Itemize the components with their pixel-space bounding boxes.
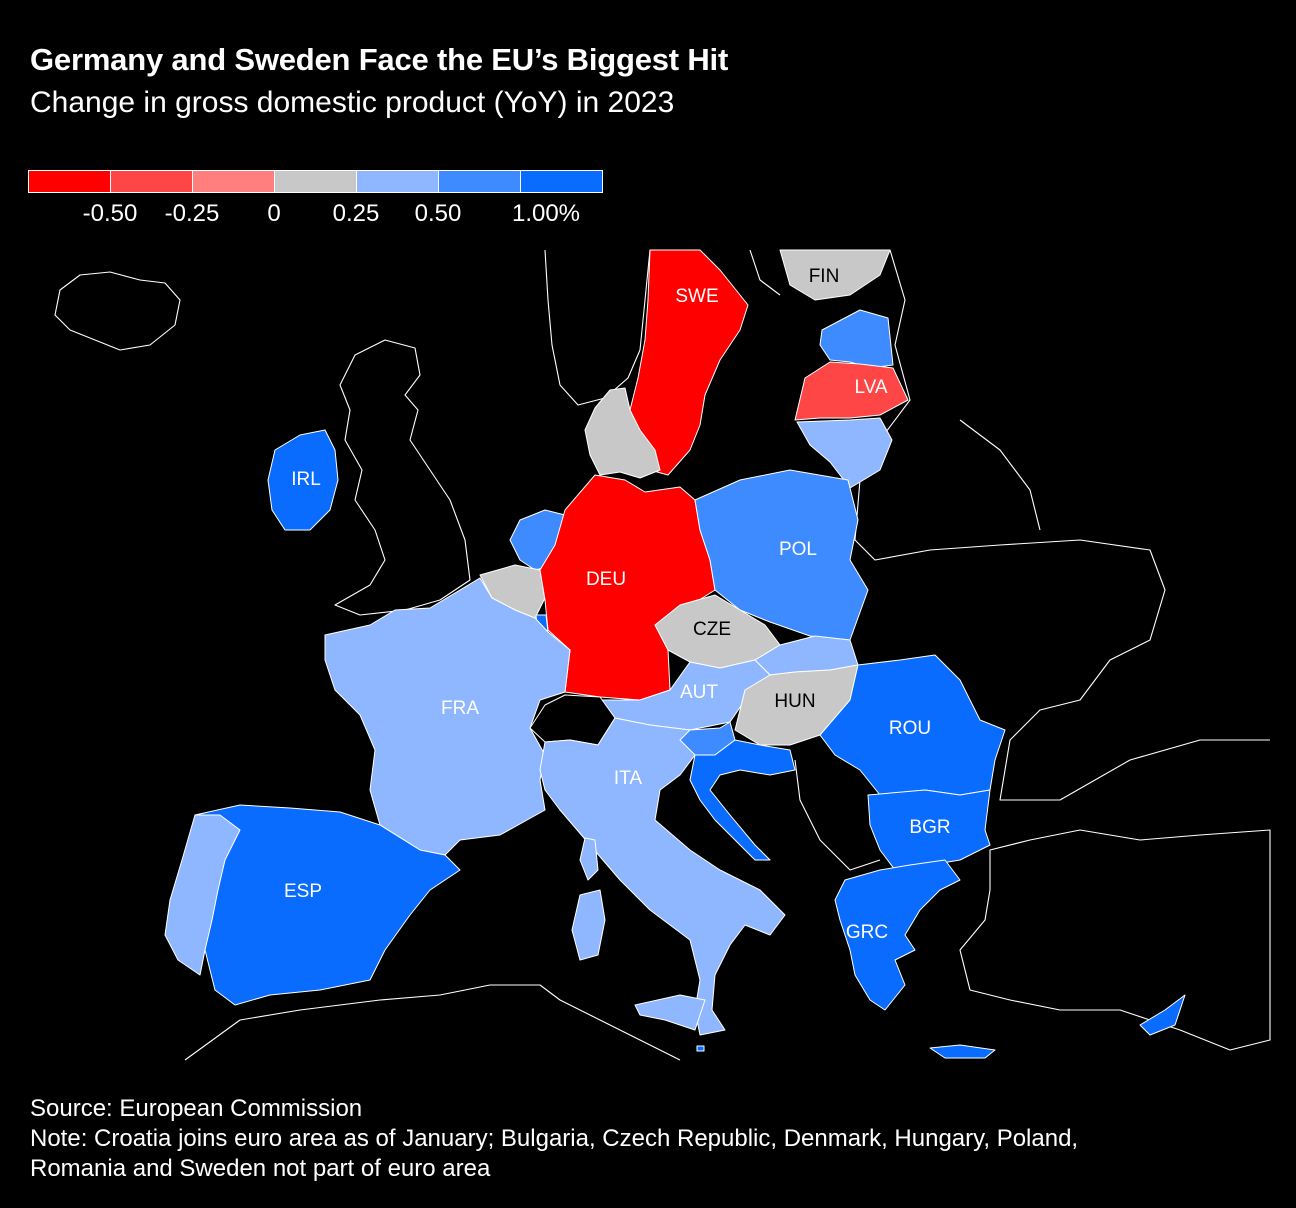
country-BGR — [867, 789, 991, 871]
legend-swatch — [111, 171, 193, 192]
chart-footer: Source: European Commission Note: Croati… — [30, 1094, 1078, 1184]
country-MLT — [696, 1045, 705, 1052]
country-label-ROU: ROU — [889, 718, 931, 739]
country-label-IRL: IRL — [291, 469, 321, 490]
chart-title: Germany and Sweden Face the EU’s Biggest… — [30, 42, 729, 77]
legend-swatch — [357, 171, 439, 192]
country-ITA-sardinia — [571, 889, 606, 961]
country-SWE — [629, 249, 749, 476]
country-FIN — [779, 249, 891, 301]
norway-east-outline — [749, 249, 781, 296]
legend-tick-label: 1.00% — [511, 200, 581, 227]
legend-swatch — [29, 171, 111, 192]
country-label-LVA: LVA — [854, 377, 887, 398]
legend-swatch — [275, 171, 357, 192]
legend-tick-label: -0.50 — [82, 200, 138, 227]
country-ITA-sicily — [634, 994, 706, 1031]
country-GRC — [834, 859, 961, 1011]
source-note: Source: European Commission — [30, 1095, 363, 1122]
north-africa-outline — [184, 984, 681, 1061]
legend-swatch — [193, 171, 275, 192]
iceland-outline — [54, 271, 181, 351]
country-LVA — [794, 361, 909, 421]
country-GRC-crete — [929, 1044, 996, 1059]
color-legend: -0.50 -0.25 0 0.25 0.50 1.00% — [28, 170, 604, 227]
balkans-outline — [794, 759, 881, 871]
country-label-FRA: FRA — [441, 698, 479, 719]
chart-subtitle: Change in gross domestic product (YoY) i… — [30, 86, 675, 119]
non-eu-outlines — [54, 249, 1271, 1061]
legend-tick-label: 0 — [267, 200, 281, 227]
country-label-BGR: BGR — [909, 817, 950, 838]
eastern-europe-outline — [854, 249, 1270, 801]
country-EST — [819, 309, 894, 369]
legend-tick-label: 0.25 — [332, 200, 380, 227]
country-label-ITA: ITA — [614, 768, 642, 789]
footnote-line: Note: Croatia joins euro area as of Janu… — [30, 1125, 1079, 1152]
country-label-CZE: CZE — [693, 619, 731, 640]
country-DNK — [584, 387, 661, 479]
country-IRL — [267, 429, 339, 531]
legend-tick-label: 0.50 — [414, 200, 462, 227]
legend-tick-label: -0.25 — [164, 200, 220, 227]
belarus-ukraine-border — [959, 419, 1041, 531]
eu-countries — [164, 249, 1186, 1059]
country-FRA-corsica — [579, 837, 599, 881]
country-label-SWE: SWE — [675, 286, 718, 307]
legend-color-bar — [28, 170, 603, 193]
country-label-POL: POL — [779, 539, 817, 560]
norway-outline — [544, 249, 651, 406]
great-britain-outline — [334, 339, 471, 616]
country-label-AUT: AUT — [680, 682, 718, 703]
country-PRT — [164, 814, 241, 976]
country-label-HUN: HUN — [774, 691, 815, 712]
footnote-line: Romania and Sweden not part of euro area — [30, 1155, 491, 1182]
turkey-outline — [959, 829, 1271, 1051]
country-label-DEU: DEU — [586, 569, 626, 590]
country-LTU — [796, 417, 893, 489]
legend-swatch — [521, 171, 602, 192]
country-labels: SWE FIN LVA IRL DEU POL CZE AUT HUN ROU … — [284, 266, 951, 943]
country-label-ESP: ESP — [284, 881, 322, 902]
country-label-FIN: FIN — [809, 266, 840, 287]
legend-swatch — [439, 171, 521, 192]
europe-map: SWE FIN LVA IRL DEU POL CZE AUT HUN ROU … — [54, 249, 1271, 1061]
country-label-GRC: GRC — [846, 922, 888, 943]
country-FRA — [324, 577, 571, 856]
country-HRV — [689, 739, 796, 861]
country-CYP — [1139, 994, 1186, 1036]
